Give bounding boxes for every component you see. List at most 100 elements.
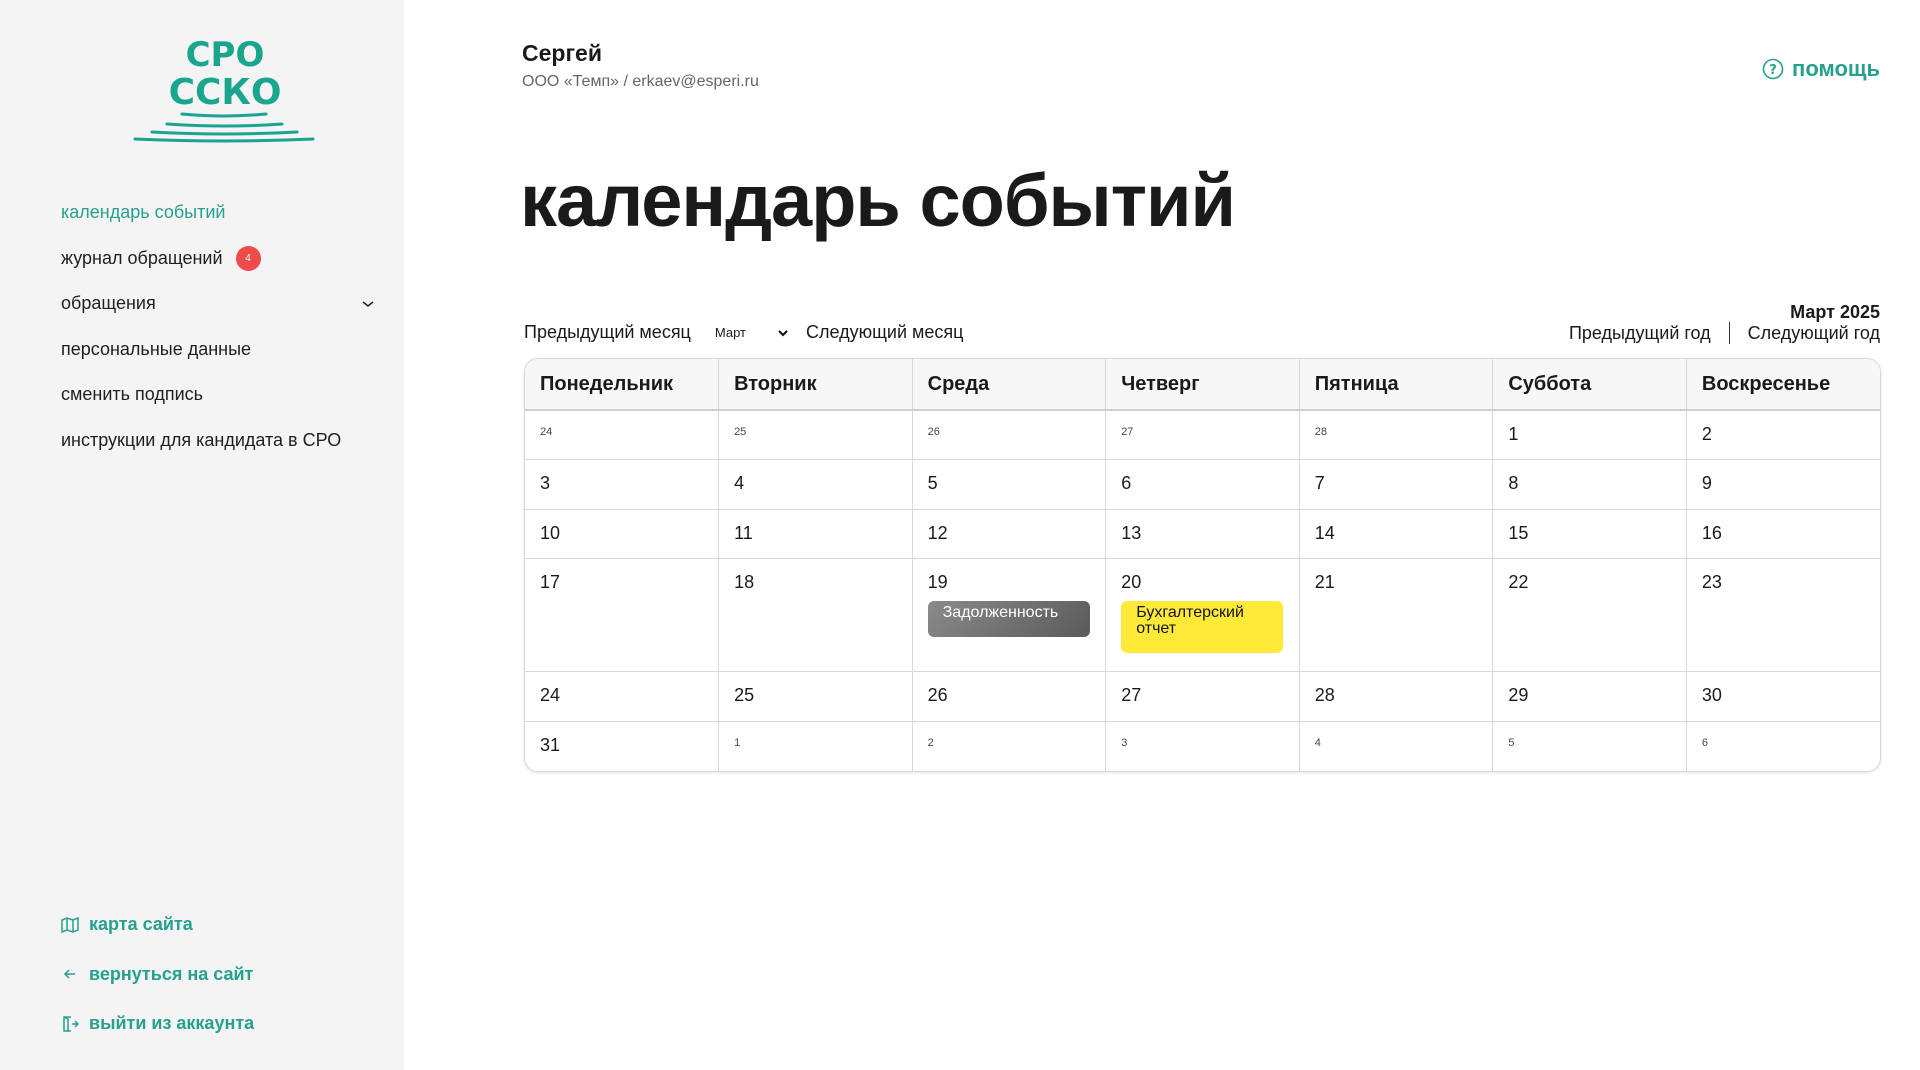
calendar-day[interactable]: 23	[1686, 558, 1880, 672]
calendar-day[interactable]: 22	[1492, 558, 1687, 672]
calendar-day[interactable]: 6	[1105, 459, 1300, 510]
day-number: 5	[1508, 736, 1515, 749]
calendar-day[interactable]: 5	[1492, 721, 1687, 771]
calendar-day[interactable]: 24	[525, 410, 720, 460]
day-number: 25	[734, 685, 755, 705]
day-number: 4	[1314, 736, 1321, 749]
calendar-day[interactable]: 9	[1686, 459, 1880, 510]
calendar-day[interactable]: 15	[1492, 509, 1687, 559]
prev-month-button[interactable]: Предыдущий месяц	[524, 322, 691, 342]
weekday-header: Воскресенье	[1686, 359, 1880, 411]
sidebar-item-change-signature[interactable]: сменить подпись	[61, 372, 375, 418]
map-icon	[61, 916, 79, 933]
calendar-day[interactable]: 12	[912, 509, 1107, 559]
sidebar-item-label: инструкции для кандидата в СРО	[61, 429, 342, 450]
calendar-day[interactable]: 3	[1105, 721, 1300, 771]
day-number: 13	[1121, 522, 1142, 543]
calendar-event[interactable]: Задолженность	[927, 601, 1090, 637]
calendar-day[interactable]: 16	[1686, 509, 1880, 559]
day-number: 27	[1121, 426, 1134, 438]
day-number: 21	[1314, 572, 1335, 592]
calendar-day[interactable]: 11	[718, 509, 913, 559]
calendar-day[interactable]: 29	[1492, 671, 1687, 722]
sidebar: СРО ССКО календарь событий журнал обраще…	[0, 0, 404, 1070]
calendar-day[interactable]: 14	[1299, 509, 1494, 559]
calendar-day[interactable]: 20 Бухгалтерский отчет	[1105, 558, 1300, 672]
calendar-day[interactable]: 3	[525, 459, 720, 510]
calendar-week: 24 25 26 27 28 29 30	[525, 671, 1880, 722]
link-label: вернуться на сайт	[89, 963, 254, 984]
calendar-day[interactable]: 27	[1105, 671, 1300, 722]
calendar-day[interactable]: 30	[1686, 671, 1880, 722]
calendar-day[interactable]: 27	[1105, 410, 1300, 460]
calendar-day[interactable]: 18	[718, 558, 913, 672]
calendar-day[interactable]: 2	[912, 721, 1107, 771]
calendar-day[interactable]: 1	[718, 721, 913, 771]
sidebar-item-personal-data[interactable]: персональные данные	[61, 327, 375, 373]
sidebar-item-instructions[interactable]: инструкции для кандидата в СРО	[61, 418, 375, 464]
calendar-event[interactable]: Бухгалтерский отчет	[1121, 601, 1284, 653]
calendar-day[interactable]: 25	[718, 671, 913, 722]
sidebar-item-requests-log[interactable]: журнал обращений 4	[61, 236, 375, 282]
weekday-header: Пятница	[1299, 359, 1494, 411]
month-select[interactable]: Март	[715, 325, 788, 340]
calendar-day[interactable]: 21	[1299, 558, 1494, 672]
svg-text:ССКО: ССКО	[169, 72, 282, 113]
calendar-day[interactable]: 1	[1492, 410, 1687, 460]
link-label: карта сайта	[89, 914, 193, 935]
calendar-day[interactable]: 19 Задолженность	[912, 558, 1107, 672]
calendar-day[interactable]: 26	[912, 410, 1107, 460]
day-number: 22	[1508, 572, 1529, 592]
weekday-header: Вторник	[718, 359, 913, 411]
day-number: 18	[734, 572, 755, 592]
day-number: 7	[1314, 473, 1325, 493]
calendar-day[interactable]: 7	[1299, 459, 1494, 510]
next-year-button[interactable]: Следующий год	[1747, 322, 1880, 343]
prev-year-button[interactable]: Предыдущий год	[1568, 322, 1711, 343]
day-number: 8	[1508, 473, 1519, 493]
calendar-day[interactable]: 10	[525, 509, 720, 559]
calendar-day[interactable]: 6	[1686, 721, 1880, 771]
logo[interactable]: СРО ССКО	[130, 38, 320, 148]
day-number: 23	[1701, 572, 1722, 592]
calendar-day[interactable]: 28	[1299, 671, 1494, 722]
day-number: 2	[1701, 424, 1712, 444]
calendar-day[interactable]: 13	[1105, 509, 1300, 559]
calendar-day[interactable]: 5	[912, 459, 1107, 510]
day-number: 26	[927, 426, 940, 438]
calendar-week: 3 4 5 6 7 8 9	[525, 459, 1880, 510]
day-number: 15	[1508, 522, 1529, 543]
logout-link[interactable]: выйти из аккаунта	[61, 999, 254, 1049]
link-label: выйти из аккаунта	[89, 1013, 255, 1034]
calendar-day[interactable]: 2	[1686, 410, 1880, 460]
day-number: 11	[734, 522, 753, 543]
day-number: 3	[1121, 736, 1128, 749]
calendar-day[interactable]: 28	[1299, 410, 1494, 460]
back-to-site-link[interactable]: вернуться на сайт	[61, 950, 254, 1000]
calendar-day[interactable]: 4	[1299, 721, 1494, 771]
day-number: 30	[1701, 685, 1722, 705]
weekday-header: Четверг	[1105, 359, 1300, 411]
sitemap-link[interactable]: карта сайта	[61, 900, 254, 950]
day-number: 27	[1121, 685, 1142, 705]
sidebar-item-requests[interactable]: обращения	[61, 281, 375, 327]
calendar-week: 24 25 26 27 28 1 2	[525, 410, 1880, 460]
calendar-day[interactable]: 8	[1492, 459, 1687, 510]
help-icon: ?	[1762, 58, 1784, 80]
calendar-day[interactable]: 26	[912, 671, 1107, 722]
calendar-day[interactable]: 25	[718, 410, 913, 460]
sidebar-item-label: обращения	[61, 293, 156, 314]
logout-icon	[63, 1016, 79, 1032]
day-number: 2	[927, 736, 934, 749]
calendar-day[interactable]: 4	[718, 459, 913, 510]
help-link[interactable]: ? помощь	[1762, 56, 1880, 82]
calendar-day[interactable]: 31	[525, 721, 720, 771]
calendar-week: 17 18 19 Задолженность 20 Бухгалтерский отчет…	[525, 558, 1880, 672]
calendar-day[interactable]: 17	[525, 558, 720, 672]
next-month-button[interactable]: Следующий месяц	[805, 322, 964, 342]
sidebar-item-calendar[interactable]: календарь событий	[61, 190, 375, 236]
calendar-day[interactable]: 24	[525, 671, 720, 722]
day-number: 14	[1314, 522, 1335, 543]
divider	[1728, 322, 1730, 344]
day-number: 26	[927, 685, 948, 705]
